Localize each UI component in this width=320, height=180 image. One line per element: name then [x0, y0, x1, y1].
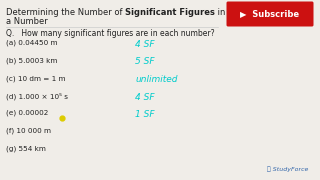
Text: 4 SF: 4 SF — [135, 40, 155, 49]
Text: (e) 0.00002: (e) 0.00002 — [6, 110, 48, 116]
Text: (b) 5.0003 km: (b) 5.0003 km — [6, 57, 57, 64]
Text: ▶  Subscribe: ▶ Subscribe — [240, 10, 300, 19]
Text: 5 SF: 5 SF — [135, 57, 155, 66]
Text: (c) 10 dm = 1 m: (c) 10 dm = 1 m — [6, 75, 66, 82]
Text: a Number: a Number — [6, 17, 48, 26]
FancyBboxPatch shape — [227, 1, 314, 26]
Text: Significant Figures: Significant Figures — [125, 8, 215, 17]
Text: 📖 StudyForce: 📖 StudyForce — [267, 166, 308, 172]
Text: 4 SF: 4 SF — [135, 93, 155, 102]
Text: Q.   How many significant figures are in each number?: Q. How many significant figures are in e… — [6, 29, 215, 38]
Text: 1 SF: 1 SF — [135, 110, 155, 119]
Text: (d) 1.000 × 10⁵ s: (d) 1.000 × 10⁵ s — [6, 93, 68, 100]
Text: in: in — [215, 8, 225, 17]
Text: (a) 0.04450 m: (a) 0.04450 m — [6, 40, 58, 46]
Text: (g) 554 km: (g) 554 km — [6, 145, 46, 152]
Text: (f) 10 000 m: (f) 10 000 m — [6, 127, 51, 134]
Text: unlimited: unlimited — [135, 75, 178, 84]
Text: Determining the Number of: Determining the Number of — [6, 8, 125, 17]
